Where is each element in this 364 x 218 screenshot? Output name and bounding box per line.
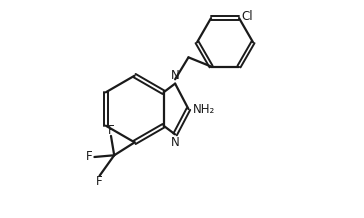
Text: Cl: Cl — [241, 10, 253, 24]
Text: F: F — [86, 150, 92, 164]
Text: NH₂: NH₂ — [193, 102, 215, 116]
Text: F: F — [96, 175, 103, 188]
Text: N: N — [171, 136, 179, 149]
Text: F: F — [108, 124, 114, 137]
Text: N: N — [171, 69, 179, 82]
